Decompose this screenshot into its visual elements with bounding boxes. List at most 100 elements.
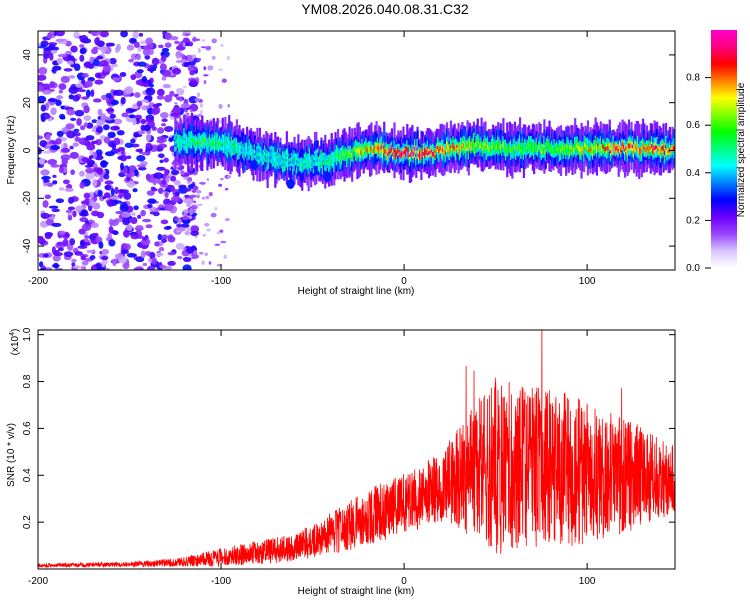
spectrogram-noise-cell <box>96 167 104 175</box>
spectrogram-noise-cell <box>136 54 141 61</box>
spectrogram-ridge-cell <box>536 149 540 153</box>
spectrogram-noise-cell <box>101 46 106 54</box>
spectrogram-ridge-cell <box>192 137 195 142</box>
spectrogram-noise-cell <box>43 53 50 59</box>
spectrogram-noise-cell <box>133 41 140 48</box>
spectrogram-ridge-cell <box>607 145 610 151</box>
spectrogram-noise-cell <box>196 194 200 199</box>
spectrogram-ridge-cell <box>247 151 250 155</box>
spectrogram-noise-cell <box>122 217 131 226</box>
colorbar-tick-label: 0.0 <box>686 263 700 274</box>
spectrogram-ridge-cell <box>483 143 486 149</box>
spectrogram-noise-cell <box>56 95 64 100</box>
spectrogram-noise-cell <box>151 256 157 265</box>
spectrogram-ridge-cell <box>550 146 554 151</box>
spectrogram-ridge-cell <box>632 149 636 155</box>
spectrogram-noise-cell <box>202 233 207 237</box>
spectrogram-ridge-cell <box>497 143 500 148</box>
spectrogram-noise-cell <box>49 52 54 61</box>
spectrogram-noise-cell <box>50 145 61 151</box>
spectrogram-noise-cell <box>164 203 174 211</box>
spectrogram-noise-cell <box>205 195 210 200</box>
spectrogram-noise-cell <box>55 31 65 37</box>
spectrogram-ridge-cell <box>345 156 349 160</box>
spectrogram-ridge-cell <box>249 147 253 152</box>
spectrogram-noise-cell <box>151 107 159 115</box>
spectrogram-noise-cell <box>134 92 141 98</box>
spectrogram-ridge-cell <box>299 163 303 167</box>
spectrogram-ridge-cell <box>222 142 226 146</box>
spectrogram-ridge-cell <box>584 142 587 147</box>
spectrogram-noise-cell <box>149 83 155 88</box>
spectrogram-noise-cell <box>169 36 179 41</box>
spectrogram-noise-cell <box>88 199 95 207</box>
snr-y-tick-label: 0.2 <box>22 515 33 529</box>
spectrogram-ridge-cell <box>310 161 313 166</box>
spectrogram-noise-cell <box>220 177 224 181</box>
spectrogram-ridge-cell <box>426 148 429 154</box>
spectrogram-ridge-cell <box>258 152 262 157</box>
spectrogram-ridge-cell <box>634 144 637 149</box>
spectrogram-ridge-cell <box>662 145 665 151</box>
spectrogram-ridge-cell <box>370 146 373 152</box>
spectrogram-ridge-cell <box>281 159 285 164</box>
spectrogram-ridge-cell <box>207 143 210 148</box>
spectrogram-noise-cell <box>162 84 171 89</box>
spectrogram-noise-cell <box>45 218 54 226</box>
spectrogram-noise-cell <box>60 147 71 153</box>
spectrogram-ridge-cell <box>290 157 294 162</box>
spectrogram-noise-cell <box>131 212 136 217</box>
spectrogram-noise-cell <box>114 253 124 260</box>
spectrogram-noise-cell <box>208 261 212 265</box>
spectrogram-noise-cell <box>201 38 206 42</box>
spectrogram-ridge-cell <box>256 152 259 157</box>
spectrogram-ridge-cell <box>302 162 305 168</box>
spectrogram-ridge-cell <box>238 148 241 153</box>
spectrogram-ridge-cell <box>286 178 295 189</box>
spectrogram-ridge-cell <box>544 149 547 154</box>
spectrogram-noise-cell <box>67 196 74 204</box>
spectrogram-ridge-cell <box>262 155 265 159</box>
spectrogram-noise-cell <box>226 55 231 61</box>
spectrogram-noise-cell <box>180 170 185 175</box>
spectrogram-noise-cell <box>94 37 100 45</box>
spectrogram-ridge-cell <box>353 146 356 152</box>
spectrogram-ridge-cell <box>297 158 300 162</box>
spectrogram-noise-cell <box>81 266 87 270</box>
spectrogram-noise-cell <box>43 49 52 56</box>
spectrogram-noise-cell <box>38 74 47 81</box>
spectrogram-ridge-cell <box>205 138 208 142</box>
spectrogram-noise-cell <box>170 112 179 117</box>
spectrogram-noise-cell <box>79 125 86 131</box>
spectrogram-noise-cell <box>161 238 167 243</box>
spectrogram-noise-cell <box>184 33 191 37</box>
spectrogram-ridge-cell <box>522 149 526 154</box>
spectrogram-noise-cell <box>220 43 224 47</box>
spectrogram-ridge-cell <box>244 148 247 152</box>
spectrogram-noise-cell <box>84 235 90 239</box>
spectrogram-noise-cell <box>112 118 123 125</box>
spectrogram-ridge-cell <box>534 146 537 150</box>
spectrogram-ridge-cell <box>593 145 596 151</box>
spectrogram-noise-cell <box>107 131 116 139</box>
spectrogram-ridge-cell <box>293 159 296 163</box>
spectrogram-y-tick-label: -20 <box>22 191 33 206</box>
spectrogram-ridge-cell <box>507 148 510 153</box>
spectrogram-ridge-cell <box>197 138 200 144</box>
spectrogram-noise-cell <box>50 164 60 168</box>
spectrogram-noise-cell <box>175 242 185 250</box>
spectrogram-ridge-cell <box>337 152 340 156</box>
spectrogram-noise-cell <box>206 177 210 182</box>
spectrogram-ridge-cell <box>438 148 441 154</box>
spectrogram-ridge-cell <box>458 149 461 154</box>
spectrogram-noise-cell <box>38 135 44 140</box>
spectrogram-ridge-cell <box>375 146 378 150</box>
spectrogram-ridge-cell <box>175 139 178 144</box>
spectrogram-noise-cell <box>158 204 165 209</box>
spectrogram-noise-cell <box>79 239 85 247</box>
spectrogram-ridge-cell <box>622 145 625 149</box>
spectrogram-ridge-cell <box>315 156 318 160</box>
spectrogram-ridge-cell <box>190 137 194 142</box>
spectrogram-noise-cell <box>64 187 74 192</box>
spectrogram-noise-cell <box>167 260 176 266</box>
